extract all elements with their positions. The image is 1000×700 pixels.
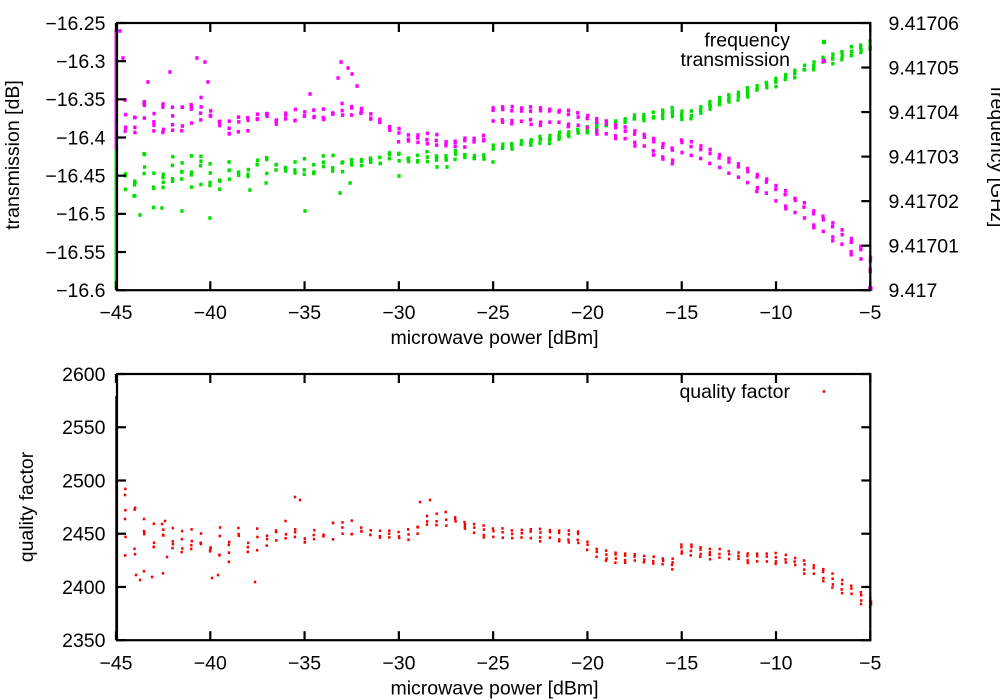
- svg-text:−30: −30: [382, 302, 415, 324]
- svg-text:9.41703: 9.41703: [889, 146, 960, 168]
- svg-text:transmission [dB]: transmission [dB]: [2, 80, 24, 230]
- svg-text:−15: −15: [665, 653, 698, 675]
- svg-text:−35: −35: [288, 302, 321, 324]
- svg-text:9.41702: 9.41702: [889, 191, 960, 213]
- svg-text:−16.55: −16.55: [45, 242, 105, 264]
- svg-text:microwave power [dBm]: microwave power [dBm]: [390, 327, 598, 349]
- svg-text:−45: −45: [99, 653, 132, 675]
- svg-text:−16.25: −16.25: [45, 13, 105, 35]
- svg-text:−40: −40: [194, 653, 227, 675]
- svg-text:−25: −25: [477, 302, 510, 324]
- svg-text:2450: 2450: [62, 524, 106, 546]
- svg-text:transmission: transmission: [681, 49, 790, 71]
- svg-text:quality factor: quality factor: [16, 451, 38, 562]
- svg-text:9.41701: 9.41701: [889, 236, 960, 258]
- svg-text:−45: −45: [99, 302, 132, 324]
- svg-text:−5: −5: [859, 653, 881, 675]
- svg-text:−10: −10: [759, 302, 792, 324]
- svg-text:quality factor: quality factor: [679, 381, 790, 403]
- svg-text:2550: 2550: [62, 417, 106, 439]
- svg-text:2350: 2350: [62, 630, 106, 652]
- svg-text:9.41706: 9.41706: [889, 13, 960, 35]
- svg-text:frequency [GHz]: frequency [GHz]: [986, 87, 1000, 228]
- svg-text:−16.4: −16.4: [56, 127, 105, 149]
- svg-text:−15: −15: [665, 302, 698, 324]
- svg-text:2600: 2600: [62, 364, 106, 386]
- svg-text:−16.45: −16.45: [45, 166, 105, 188]
- svg-text:−35: −35: [288, 653, 321, 675]
- svg-text:9.417: 9.417: [889, 280, 938, 302]
- svg-text:−30: −30: [382, 653, 415, 675]
- svg-text:−16.5: −16.5: [56, 204, 105, 226]
- svg-text:2400: 2400: [62, 577, 106, 599]
- svg-text:−16.6: −16.6: [56, 280, 105, 302]
- svg-text:−25: −25: [477, 653, 510, 675]
- svg-text:−40: −40: [194, 302, 227, 324]
- svg-text:microwave power [dBm]: microwave power [dBm]: [390, 678, 598, 700]
- svg-text:9.41704: 9.41704: [889, 102, 960, 124]
- svg-text:−20: −20: [571, 302, 604, 324]
- svg-text:2500: 2500: [62, 470, 106, 492]
- svg-text:frequency: frequency: [704, 30, 790, 52]
- svg-text:−20: −20: [571, 653, 604, 675]
- svg-text:−16.3: −16.3: [56, 51, 105, 73]
- svg-text:−16.35: −16.35: [45, 89, 105, 111]
- svg-text:9.41705: 9.41705: [889, 57, 960, 79]
- svg-text:−10: −10: [759, 653, 792, 675]
- svg-text:−5: −5: [859, 302, 881, 324]
